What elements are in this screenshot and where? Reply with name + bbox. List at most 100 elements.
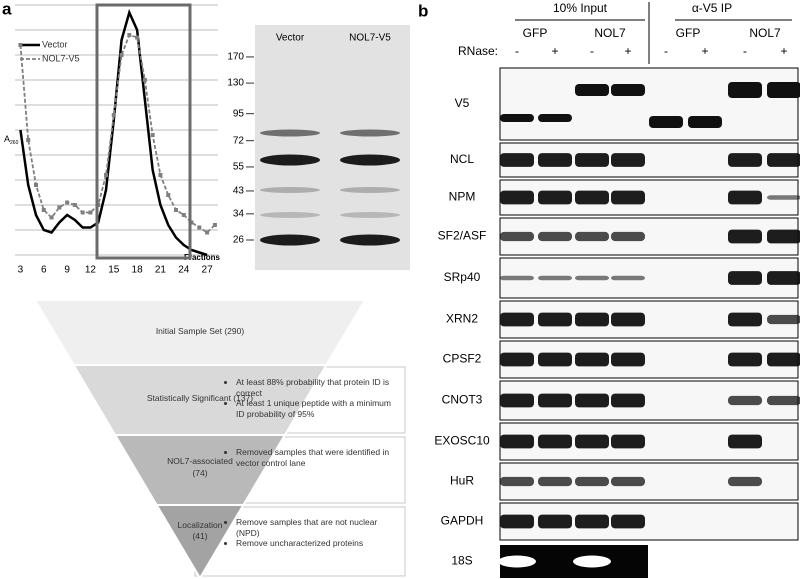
point-marker bbox=[72, 203, 77, 207]
x-tick-label: 6 bbox=[41, 265, 47, 276]
note: At least 1 unique peptide with a minimum… bbox=[236, 398, 397, 419]
band bbox=[728, 229, 762, 244]
tier-label-line: (74) bbox=[192, 467, 208, 478]
point-marker bbox=[189, 220, 194, 225]
band bbox=[611, 476, 645, 487]
band bbox=[728, 395, 762, 406]
tier-label-line: (41) bbox=[192, 531, 208, 542]
gel-band bbox=[260, 187, 320, 193]
row-label: NCL bbox=[450, 152, 474, 166]
band bbox=[538, 114, 572, 122]
marker-label: 72 bbox=[233, 135, 245, 146]
band bbox=[728, 153, 762, 167]
band bbox=[728, 271, 762, 285]
gel-band bbox=[340, 234, 400, 246]
notes: Remove samples that are not nuclear (NPD… bbox=[222, 517, 397, 549]
rnase-sign: + bbox=[551, 44, 558, 58]
gel-band bbox=[340, 129, 400, 137]
band bbox=[575, 153, 609, 167]
gel-band bbox=[340, 212, 400, 218]
tier-label: Initial Sample Set (290) bbox=[120, 326, 280, 338]
gel-band bbox=[340, 187, 400, 193]
band bbox=[538, 153, 572, 167]
legend-label: NOL7-V5 bbox=[42, 53, 80, 63]
marker-label: 26 bbox=[233, 235, 245, 246]
marker-label: 34 bbox=[233, 208, 245, 219]
band bbox=[500, 434, 534, 449]
point-marker bbox=[26, 138, 31, 142]
band bbox=[538, 312, 572, 327]
gel-background bbox=[255, 25, 410, 270]
band bbox=[728, 312, 762, 327]
band bbox=[575, 393, 609, 408]
point-marker bbox=[158, 173, 163, 177]
row-label: XRN2 bbox=[446, 312, 478, 326]
tier-label-line: Initial Sample Set (290) bbox=[155, 325, 245, 336]
band bbox=[575, 190, 609, 205]
gel: Vector NOL7-V5 170 130 95 72 55 43 34 26 bbox=[227, 25, 410, 270]
x-tick-label: 24 bbox=[178, 265, 190, 276]
gel-band bbox=[260, 212, 320, 218]
lane-label: Vector bbox=[276, 33, 305, 44]
note: Remove samples that are not nuclear (NPD… bbox=[236, 517, 397, 538]
tier-label: Statistically Significant (137) bbox=[120, 393, 280, 405]
band bbox=[500, 275, 534, 281]
gel-band bbox=[260, 154, 320, 166]
band bbox=[611, 352, 645, 367]
series-line bbox=[19, 8, 208, 257]
row-label: HuR bbox=[450, 474, 474, 488]
band bbox=[767, 195, 800, 200]
row-label: NPM bbox=[449, 190, 476, 204]
note: At least 88% probability that protein ID… bbox=[236, 377, 397, 398]
tier-label: Localization (41) bbox=[120, 520, 280, 544]
funnel-tier bbox=[154, 504, 246, 579]
funnel bbox=[33, 299, 406, 579]
rnase-sign: + bbox=[780, 44, 787, 58]
band bbox=[538, 231, 572, 242]
point-marker bbox=[166, 193, 171, 197]
band bbox=[767, 395, 800, 406]
band bbox=[611, 275, 645, 281]
input-header: 10% Input bbox=[553, 1, 608, 15]
band bbox=[767, 271, 800, 285]
band bbox=[575, 514, 609, 529]
band bbox=[611, 434, 645, 449]
band bbox=[767, 82, 800, 98]
point-marker bbox=[127, 33, 132, 37]
row-label: V5 bbox=[455, 96, 470, 110]
point-marker bbox=[197, 225, 202, 230]
band bbox=[500, 514, 534, 529]
band bbox=[500, 352, 534, 367]
point-marker bbox=[65, 200, 70, 205]
rnase-sign: + bbox=[701, 44, 708, 58]
band bbox=[575, 476, 609, 487]
marker-label: 170 bbox=[227, 52, 244, 63]
gel-band bbox=[260, 234, 320, 246]
row-label: 18S bbox=[451, 554, 472, 568]
rnase-sign: - bbox=[515, 44, 519, 58]
panel-label: b bbox=[418, 1, 428, 20]
point-marker bbox=[111, 113, 116, 117]
gel-band bbox=[340, 154, 400, 166]
rnase-sign: - bbox=[664, 44, 668, 58]
rna-band bbox=[498, 555, 536, 568]
ip-header: α-V5 IP bbox=[692, 1, 732, 15]
band bbox=[728, 352, 762, 367]
point-marker bbox=[57, 205, 62, 210]
band bbox=[575, 275, 609, 281]
series-line bbox=[19, 33, 216, 234]
legend-label: Vector bbox=[42, 39, 68, 49]
marker-label: 130 bbox=[227, 78, 244, 89]
rnase-label: RNase: bbox=[458, 44, 498, 58]
gradient-profile: 3 6 9 12 15 18 21 24 27 Fractions A260 Vector NOL7-V… bbox=[4, 4, 221, 276]
x-tick-label: 12 bbox=[85, 265, 97, 276]
y-axis-label-sub: 260 bbox=[10, 140, 19, 146]
band bbox=[500, 153, 534, 167]
band bbox=[538, 393, 572, 408]
band bbox=[500, 231, 534, 242]
group-label: GFP bbox=[676, 26, 701, 40]
lane-label: NOL7-V5 bbox=[349, 33, 391, 44]
point-marker bbox=[205, 230, 210, 235]
